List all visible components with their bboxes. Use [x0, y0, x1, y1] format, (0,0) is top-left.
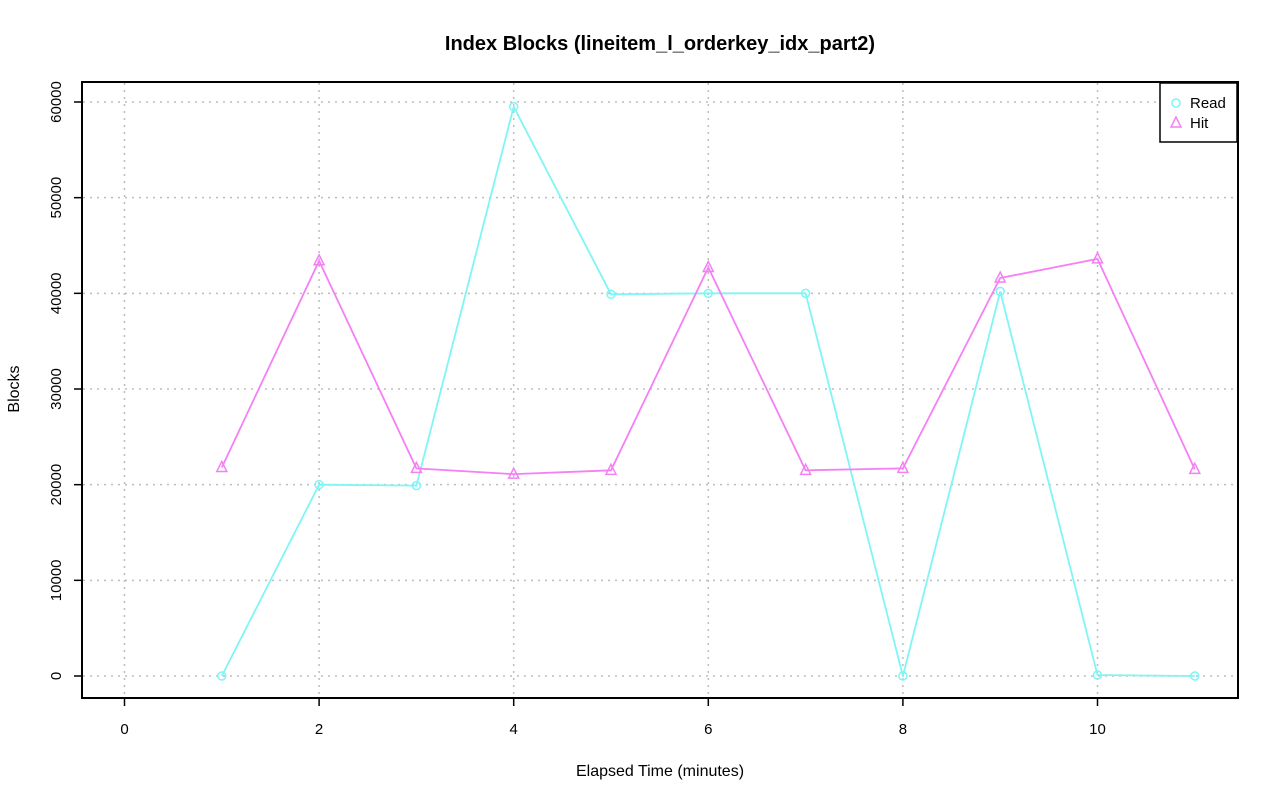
y-tick-label: 10000 — [48, 559, 65, 601]
x-tick-label: 2 — [315, 721, 323, 738]
data-point-read — [800, 288, 811, 299]
y-tick-label: 60000 — [48, 81, 65, 123]
series-line-read — [220, 104, 1195, 677]
y-tick-label: 0 — [48, 672, 65, 680]
chart-title: Index Blocks (lineitem_l_orderkey_idx_pa… — [445, 33, 875, 55]
data-point-hit — [799, 462, 812, 476]
data-point-hit — [896, 460, 910, 474]
data-point-read — [508, 102, 519, 112]
y-tick-label: 50000 — [48, 177, 65, 219]
axis-ticks: 0 2 4 6 8 10 0 10000 20000 30000 40000 50000 60000 — [48, 81, 1106, 738]
grid — [83, 83, 1237, 697]
y-tick-label: 40000 — [48, 272, 65, 314]
y-tick-label: 20000 — [48, 464, 65, 506]
x-tick-label: 8 — [899, 721, 907, 738]
data-point-hit — [1188, 461, 1202, 475]
data-point-read — [314, 479, 324, 490]
x-tick-label: 4 — [510, 721, 518, 738]
data-point-hit — [215, 459, 229, 473]
data-point-read — [898, 671, 908, 681]
y-axis-label: Blocks — [6, 365, 23, 412]
data-point-hit — [1091, 251, 1104, 264]
x-axis-label: Elapsed Time (minutes) — [576, 763, 744, 780]
legend: Read Hit — [1159, 82, 1238, 143]
series-hit — [215, 251, 1202, 479]
data-point-read — [1190, 671, 1200, 681]
legend-marker-read — [1171, 98, 1181, 108]
x-tick-label: 0 — [120, 721, 128, 738]
data-point-read — [217, 671, 227, 681]
data-point-read — [1092, 670, 1103, 680]
plot-frame — [81, 81, 1239, 699]
legend-box — [1159, 82, 1238, 143]
legend-label-hit: Hit — [1190, 115, 1209, 132]
data-point-hit — [702, 259, 715, 273]
data-point-hit — [507, 466, 520, 479]
data-point-read — [703, 288, 714, 299]
legend-label-read: Read — [1190, 95, 1226, 112]
data-point-read — [606, 289, 616, 300]
y-tick-label: 30000 — [48, 368, 65, 410]
data-point-hit — [604, 462, 618, 476]
x-tick-label: 6 — [704, 721, 712, 738]
data-point-hit — [993, 270, 1007, 283]
data-point-read — [411, 480, 422, 491]
data-point-read — [995, 286, 1005, 297]
data-point-hit — [312, 253, 326, 266]
series-group — [215, 102, 1202, 681]
x-tick-label: 10 — [1089, 721, 1106, 738]
series-line-hit — [220, 257, 1196, 476]
series-read — [217, 102, 1200, 681]
data-point-hit — [410, 460, 423, 474]
legend-marker-hit — [1169, 115, 1183, 128]
